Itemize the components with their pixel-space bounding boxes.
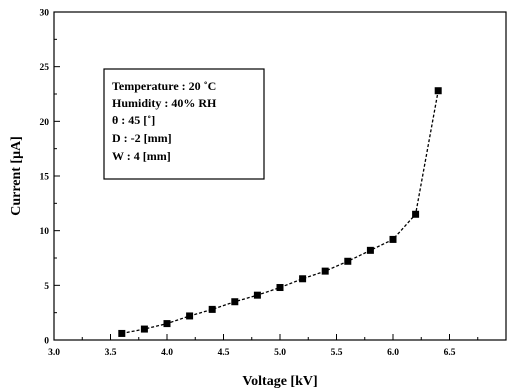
x-tick-label: 6.5 — [444, 348, 456, 358]
data-point-marker — [140, 325, 148, 333]
legend-line-temperature: Temperature : 20 ˚C — [112, 79, 216, 93]
data-point-marker — [186, 312, 194, 320]
data-point-marker — [231, 298, 239, 306]
data-point-marker — [163, 320, 171, 328]
legend-box: Temperature : 20 ˚C Humidity : 40% RH θ … — [103, 68, 265, 180]
data-point-marker — [118, 329, 126, 337]
data-point-marker — [389, 235, 397, 243]
legend-frame — [103, 68, 265, 180]
x-axis-title: Voltage [kV] — [242, 374, 317, 389]
y-tick-label: 30 — [40, 9, 50, 19]
data-point-marker — [208, 305, 216, 313]
x-tick-label: 3.0 — [48, 348, 60, 358]
legend-line-w: W : 4 [mm] — [112, 149, 171, 163]
y-tick-label: 10 — [40, 227, 50, 237]
data-point-marker — [276, 284, 284, 292]
x-tick-label: 6.0 — [387, 348, 399, 358]
data-point-marker — [412, 210, 420, 218]
x-tick-label: 3.5 — [105, 348, 117, 358]
y-tick-label: 15 — [40, 173, 50, 183]
legend-line-humidity: Humidity : 40% RH — [112, 96, 217, 110]
legend-line-theta: θ : 45 [˚] — [112, 113, 155, 127]
y-tick-label: 20 — [40, 118, 50, 128]
x-tick-label: 4.5 — [218, 348, 230, 358]
data-point-marker — [299, 275, 307, 283]
series-layer — [118, 87, 442, 337]
x-tick-label: 5.0 — [274, 348, 286, 358]
data-point-marker — [434, 87, 442, 95]
x-tick-label: 4.0 — [161, 348, 173, 358]
y-axis-ticks: 0 5 10 15 20 25 30 — [40, 9, 60, 347]
y-tick-label: 25 — [40, 63, 50, 73]
data-point-marker — [321, 267, 329, 275]
x-tick-label: 5.5 — [331, 348, 343, 358]
y-tick-label: 0 — [44, 337, 49, 347]
legend-line-d: D : -2 [mm] — [112, 131, 172, 145]
y-axis-title: Current [μA] — [9, 136, 24, 216]
data-point-marker — [344, 257, 352, 265]
data-point-marker — [253, 291, 261, 299]
y-tick-label: 5 — [44, 282, 49, 292]
x-axis-ticks: 3.0 3.5 4.0 4.5 5.0 5.5 6.0 6.5 — [48, 334, 507, 358]
data-point-marker — [366, 246, 374, 254]
